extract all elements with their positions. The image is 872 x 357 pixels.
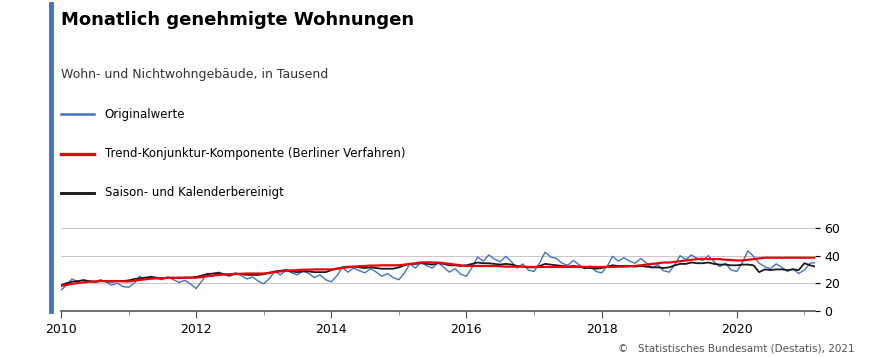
- Text: Monatlich genehmigte Wohnungen: Monatlich genehmigte Wohnungen: [61, 11, 414, 29]
- Text: Originalwerte: Originalwerte: [105, 108, 185, 121]
- Text: Saison- und Kalenderbereinigt: Saison- und Kalenderbereinigt: [105, 186, 283, 199]
- Text: ©   Statistisches Bundesamt (Destatis), 2021: © Statistisches Bundesamt (Destatis), 20…: [618, 343, 855, 353]
- Text: Wohn- und Nichtwohngebäude, in Tausend: Wohn- und Nichtwohngebäude, in Tausend: [61, 68, 328, 81]
- Text: Trend-Konjunktur-Komponente (Berliner Verfahren): Trend-Konjunktur-Komponente (Berliner Ve…: [105, 147, 405, 160]
